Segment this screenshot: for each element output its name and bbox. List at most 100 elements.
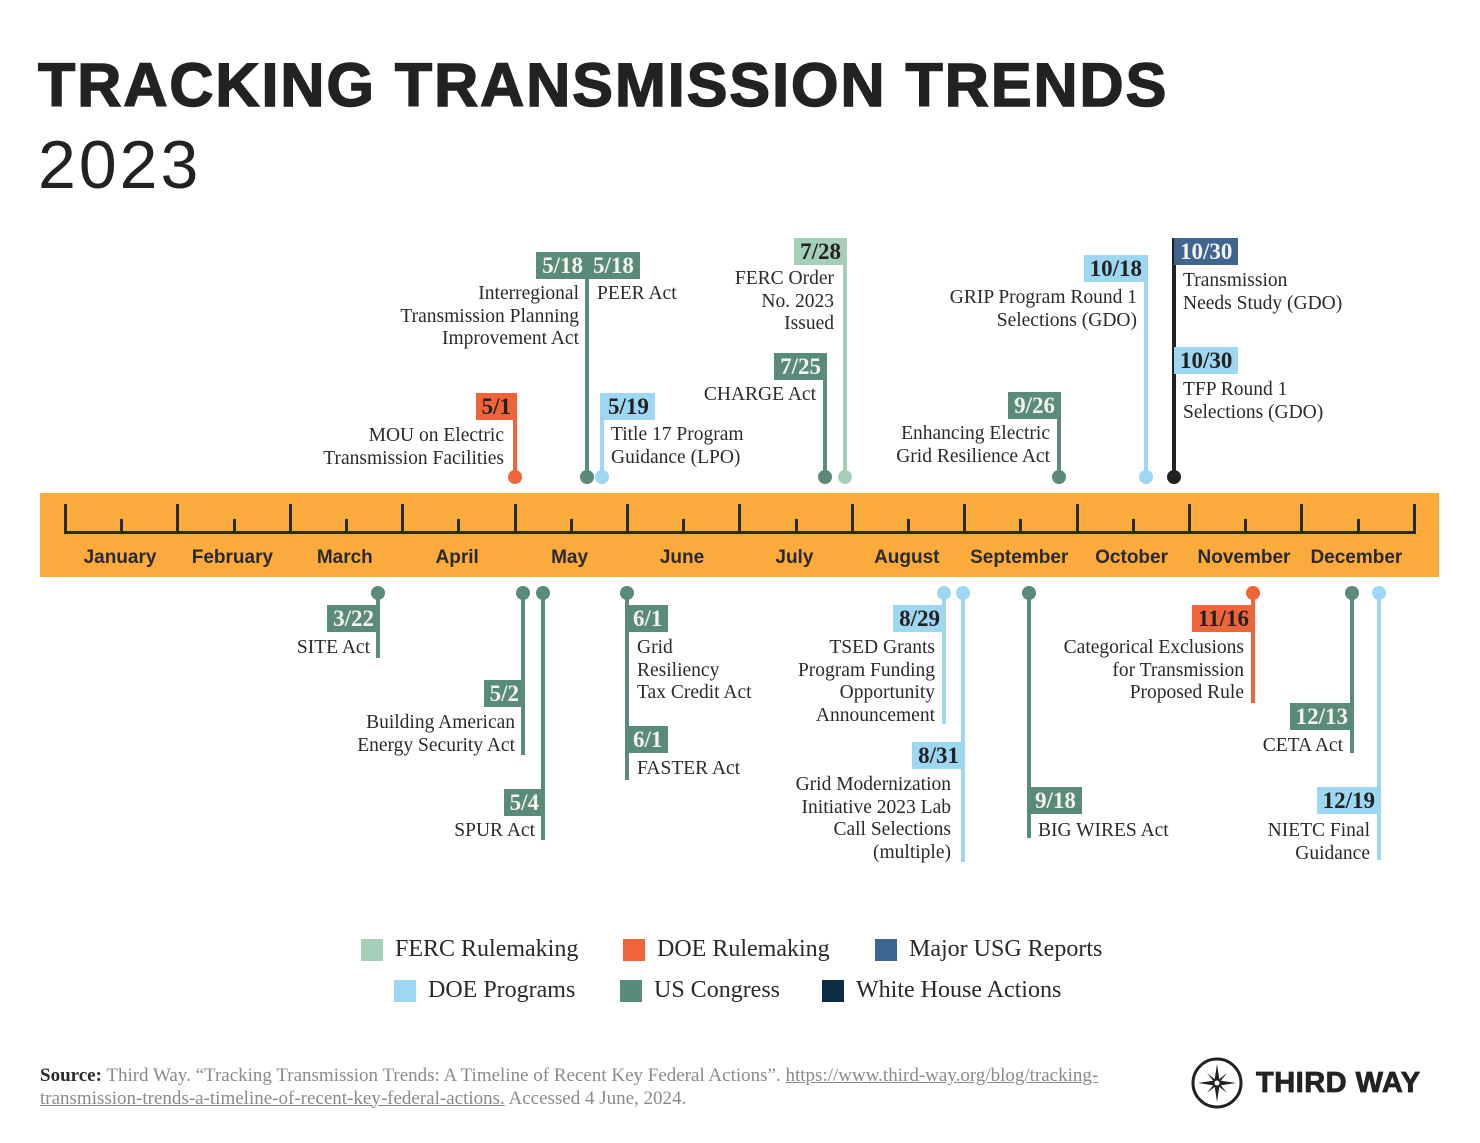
month-tick (1412, 504, 1416, 534)
month-label: June (659, 547, 705, 568)
event-line (1027, 593, 1031, 838)
mid-month-tick (457, 519, 461, 533)
mid-month-tick (1019, 519, 1023, 533)
event-dot (595, 470, 609, 484)
event-description-line: Energy Security Act (357, 734, 515, 756)
event-description: Transmission Needs Study (GDO) (1183, 270, 1342, 315)
event-dot (371, 586, 385, 600)
event-description-line: Program Funding (797, 659, 935, 681)
month-tick (176, 504, 180, 534)
event-dot (516, 586, 530, 600)
event-description-line: GRIP Program Round 1 (949, 287, 1137, 308)
legend-label: DOE Rulemaking (657, 936, 830, 962)
event-dot (956, 586, 970, 600)
mid-month-tick (794, 519, 798, 533)
event-description: SPUR Act (454, 820, 535, 843)
event-line (521, 593, 525, 755)
mid-month-tick (120, 519, 124, 533)
event-description-line: for Transmission (1112, 659, 1244, 681)
month-tick (626, 504, 629, 534)
event-date-tag: 9/18 (1029, 787, 1082, 814)
month-label: December (1310, 547, 1403, 568)
event-description-line: Issued (784, 313, 834, 334)
month-label: October (1095, 547, 1169, 568)
event-description: TSED Grants Program Funding Opportunity Ann… (798, 637, 935, 727)
source-citation: Source: Third Way. “Tracking Transmissio… (40, 1065, 1140, 1110)
event-date-tag: 10/18 (1083, 255, 1148, 282)
source-link[interactable]: https://www.third-way.org/blog/tracking-… (40, 1065, 1099, 1109)
legend-label: Major USG Reports (909, 936, 1103, 962)
source-accessed: Accessed 4 June, 2024. (508, 1087, 687, 1109)
month-tick (850, 504, 854, 534)
month-label: April (435, 547, 479, 568)
event-description: Enhancing Electric Grid Resilience Act (896, 423, 1050, 468)
event-line (942, 593, 946, 724)
event-description: CHARGE Act (704, 384, 816, 407)
mid-month-tick (345, 519, 348, 533)
event-date-tag: 12/13 (1289, 703, 1354, 730)
event-description-line: Grid (637, 637, 673, 658)
legend-swatch (623, 938, 645, 961)
event-date-tag: 9/26 (1008, 392, 1061, 419)
event-description: BIG WIRES Act (1038, 820, 1169, 843)
event-date-tag: 5/4 (503, 789, 545, 816)
month-tick (1075, 504, 1079, 534)
legend-label: White House Actions (856, 977, 1062, 1003)
mid-month-tick (569, 519, 573, 533)
event-dot (508, 470, 522, 484)
event-dot (1345, 586, 1359, 600)
event-description-line: Transmission Planning (400, 305, 579, 327)
event-description: Building American Energy Security Act (357, 712, 515, 757)
event-date-tag: 12/19 (1316, 787, 1381, 814)
event-description-line: CHARGE Act (703, 384, 816, 405)
legend-swatch (394, 979, 416, 1002)
legend-swatch (361, 938, 383, 961)
event-description: Grid Modernization Initiative 2023 Lab Cal… (796, 774, 951, 864)
month-tick (1188, 504, 1191, 534)
source-text: Third Way. “Tracking Transmission Trends… (106, 1065, 781, 1086)
event-description: MOU on Electric Transmission Facilities (323, 425, 504, 470)
event-date-tag: 10/30 (1174, 347, 1239, 374)
month-label: July (775, 547, 814, 568)
event-description-line: Grid Resilience Act (896, 445, 1050, 467)
mid-month-tick (682, 519, 686, 533)
event-description-line: Resiliency (637, 659, 720, 681)
event-dot (536, 586, 550, 600)
event-line (961, 593, 965, 862)
event-date-tag: 10/30 (1174, 238, 1239, 265)
page-subtitle-year: 2023 (38, 127, 202, 203)
event-dot (838, 470, 852, 484)
third-way-logo: THIRD WAY (1190, 1056, 1421, 1110)
event-line (823, 353, 827, 477)
event-date-tag: 7/28 (794, 238, 847, 265)
month-tick (401, 504, 405, 534)
event-description-line: PEER Act (597, 283, 677, 304)
event-date-tag: 6/1 (627, 605, 669, 632)
event-dot (620, 586, 634, 600)
event-description-line: Guidance (LPO) (611, 446, 741, 468)
event-description-line: Building American (366, 712, 515, 733)
legend-swatch (822, 979, 844, 1002)
event-description-line: Categorical Exclusions (1063, 637, 1244, 658)
event-description: GRIP Program Round 1 Selections (GDO) (950, 287, 1137, 332)
legend-item-whitehouse: White House Actions (822, 977, 1061, 1004)
event-description: TFP Round 1 Selections (GDO) (1183, 379, 1323, 424)
legend-item-congress: US Congress (620, 977, 780, 1004)
legend-item-usg: Major USG Reports (875, 936, 1102, 963)
event-date-tag: 5/19 (602, 393, 655, 420)
mid-month-tick (1244, 519, 1248, 533)
source-label: Source: (40, 1065, 102, 1086)
event-date-tag: 5/18 (536, 252, 589, 279)
event-description-line: Grid Modernization (795, 774, 951, 795)
event-description-line: Guidance (1295, 842, 1370, 864)
event-description-line: Transmission Facilities (323, 447, 504, 469)
event-description-line: Enhancing Electric (901, 423, 1050, 444)
event-description-line: Selections (GDO) (996, 309, 1137, 331)
event-description-line: Call Selections (833, 819, 951, 840)
legend-label: US Congress (654, 977, 781, 1003)
event-description-line: Initiative 2023 Lab (801, 796, 951, 818)
event-description-line: FERC Order (734, 268, 834, 289)
month-tick (738, 504, 742, 534)
event-line (1377, 593, 1381, 860)
legend-item-ferc: FERC Rulemaking (361, 936, 578, 963)
